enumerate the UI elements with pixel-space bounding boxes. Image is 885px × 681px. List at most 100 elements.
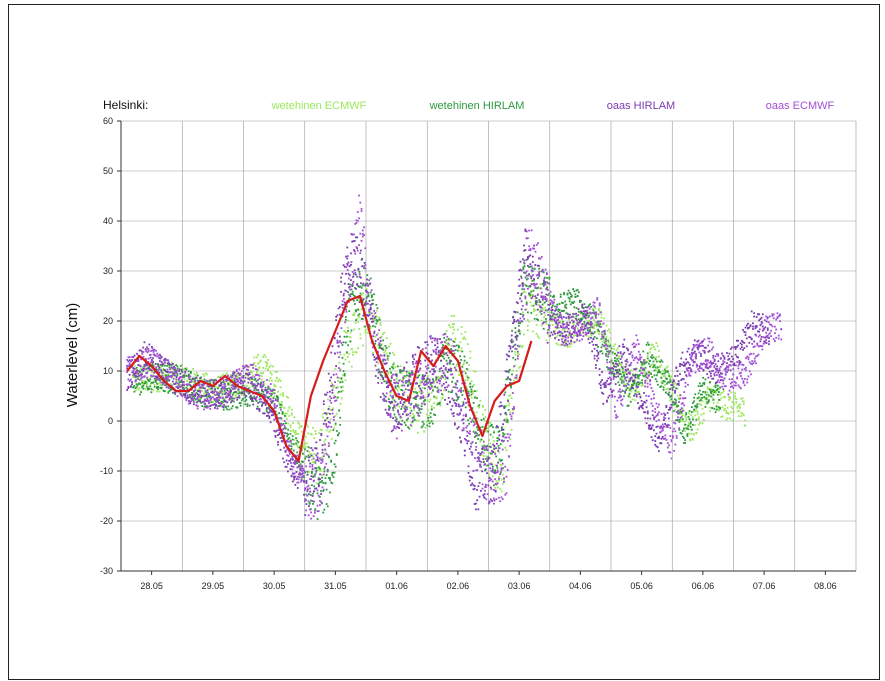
data-point — [465, 388, 468, 391]
y-tick-label: -20 — [100, 516, 113, 526]
data-point — [305, 482, 308, 484]
data-point — [165, 386, 168, 389]
data-point — [409, 412, 412, 415]
data-point — [242, 382, 244, 385]
data-point — [637, 386, 639, 388]
data-point — [383, 351, 386, 354]
data-point — [356, 275, 359, 278]
data-point — [415, 398, 417, 401]
data-point — [462, 401, 465, 404]
data-point — [470, 393, 473, 396]
data-point — [265, 363, 268, 365]
data-point — [517, 324, 520, 327]
data-point — [231, 399, 234, 402]
data-point — [134, 389, 137, 392]
data-point — [404, 382, 407, 384]
data-point — [153, 379, 156, 382]
data-point — [262, 356, 264, 358]
data-point — [143, 364, 146, 366]
data-point — [249, 363, 252, 366]
data-point — [160, 370, 163, 373]
data-point — [715, 405, 718, 408]
data-point — [165, 376, 168, 379]
data-point — [216, 392, 219, 395]
data-point — [481, 470, 483, 473]
data-point — [593, 327, 595, 330]
data-point — [445, 348, 448, 350]
data-point — [470, 390, 473, 393]
data-point — [257, 383, 260, 386]
data-point — [546, 277, 549, 279]
data-point — [190, 372, 192, 374]
data-point — [605, 342, 608, 345]
data-point — [153, 385, 156, 388]
data-point — [156, 386, 158, 388]
data-point — [520, 313, 523, 315]
data-point — [612, 374, 615, 377]
data-point — [682, 378, 685, 381]
data-point — [228, 387, 231, 390]
data-point — [451, 390, 454, 393]
data-point — [354, 322, 357, 324]
data-point — [363, 267, 365, 269]
data-point — [639, 368, 642, 371]
data-point — [508, 402, 510, 405]
data-point — [670, 406, 673, 409]
data-point — [731, 355, 733, 358]
data-point — [335, 396, 338, 399]
data-point — [352, 299, 355, 302]
data-point — [457, 426, 460, 429]
data-point — [712, 394, 715, 396]
data-point — [709, 410, 711, 412]
data-point — [576, 335, 579, 338]
data-point — [291, 480, 294, 483]
data-point — [572, 302, 575, 304]
data-point — [357, 314, 360, 317]
data-point — [294, 483, 297, 486]
data-point — [419, 367, 422, 370]
data-point — [764, 326, 767, 329]
data-point — [223, 400, 226, 403]
data-point — [453, 323, 456, 326]
data-point — [619, 363, 622, 366]
data-point — [497, 426, 500, 429]
data-point — [641, 364, 644, 367]
data-point — [666, 426, 669, 428]
data-point — [133, 365, 136, 367]
data-point — [377, 338, 380, 341]
data-point — [187, 376, 190, 379]
data-point — [351, 240, 354, 243]
data-point — [432, 368, 435, 371]
data-point — [282, 422, 285, 425]
data-point — [168, 364, 171, 366]
data-point — [176, 395, 179, 398]
data-point — [387, 373, 389, 376]
x-tick-label: 07.06 — [753, 581, 776, 591]
data-point — [661, 370, 664, 372]
data-point — [200, 383, 203, 386]
data-point — [454, 338, 457, 341]
data-point — [420, 405, 423, 408]
data-point — [662, 419, 665, 421]
data-point — [471, 453, 474, 456]
data-point — [269, 377, 272, 379]
data-point — [183, 374, 185, 377]
data-point — [133, 367, 136, 370]
data-point — [556, 313, 559, 316]
data-point — [210, 391, 213, 394]
data-point — [475, 390, 478, 392]
data-point — [366, 314, 368, 316]
data-point — [243, 393, 246, 396]
data-point — [526, 257, 529, 260]
data-point — [666, 382, 668, 385]
data-point — [654, 443, 657, 446]
data-point — [479, 489, 482, 492]
data-point — [366, 295, 369, 298]
data-point — [264, 367, 267, 370]
data-point — [221, 393, 224, 396]
data-point — [650, 426, 653, 429]
data-point — [510, 385, 512, 387]
data-point — [357, 267, 360, 270]
data-point — [324, 438, 327, 441]
data-point — [477, 508, 480, 511]
